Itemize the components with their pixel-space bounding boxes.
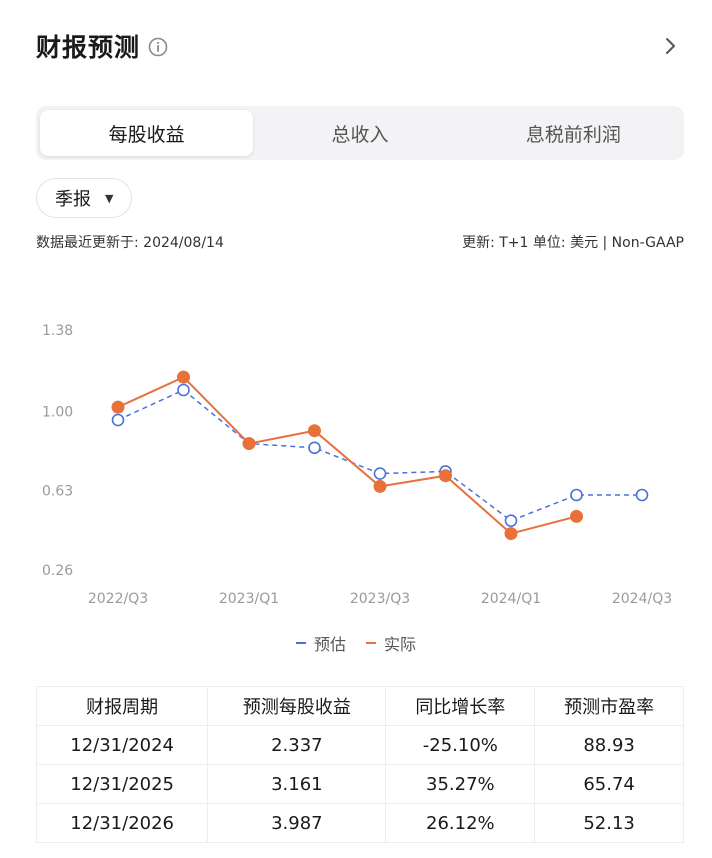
y-tick-label: 0.26 <box>42 563 73 579</box>
actual-point <box>504 527 518 541</box>
forecast-table: 财报周期 预测每股收益 同比增长率 预测市盈率 12/31/2024 2.337… <box>35 686 684 843</box>
x-tick-label: 2024/Q1 <box>481 591 541 607</box>
actual-point <box>373 479 387 493</box>
table-row: 12/31/2024 2.337 -25.10% 88.93 <box>35 725 684 765</box>
legend-actual-label: 实际 <box>384 635 417 654</box>
tab-eps[interactable]: 每股收益 <box>40 110 254 156</box>
y-tick-label: 1.00 <box>42 404 73 420</box>
legend-forecast-label: 预估 <box>313 635 346 654</box>
forecast-point <box>504 514 518 528</box>
actual-point <box>439 469 452 483</box>
cell-pe: 88.93 <box>534 725 684 765</box>
actual-point <box>308 424 321 438</box>
table-row: 12/31/2025 3.161 35.27% 65.74 <box>35 764 684 804</box>
period-select-label: 季报 <box>55 189 91 210</box>
tab-revenue[interactable]: 总收入 <box>331 123 389 146</box>
metric-tabs: 每股收益 总收入 息税前利润 <box>36 106 684 160</box>
eps-line-chart: 1.38 1.00 0.63 0.26 2022/Q3 2023/Q1 2023/Q3 202… <box>42 323 672 607</box>
header: 财报预测 <box>36 24 684 68</box>
actual-series-line <box>117 375 577 535</box>
caret-down-icon: ▼ <box>105 191 114 205</box>
actual-point <box>242 437 256 451</box>
x-tick-label: 2023/Q3 <box>350 591 410 607</box>
actual-point <box>111 400 125 414</box>
cell-pe: 65.74 <box>534 764 684 804</box>
table-header-row: 财报周期 预测每股收益 同比增长率 预测市盈率 <box>35 686 684 726</box>
cell-pe: 52.13 <box>534 803 684 843</box>
x-tick-label: 2023/Q1 <box>219 591 279 607</box>
cell-growth: -25.10% <box>385 725 536 765</box>
y-tick-label: 1.38 <box>42 323 73 339</box>
tab-ebit[interactable]: 息税前利润 <box>525 123 621 146</box>
forecast-series-line <box>117 389 642 522</box>
cell-growth: 26.12% <box>385 803 536 843</box>
cell-eps: 3.161 <box>207 764 387 804</box>
cell-period: 12/31/2024 <box>35 725 209 765</box>
chevron-right-icon[interactable] <box>656 32 684 60</box>
forecast-point <box>111 413 125 427</box>
x-tick-label: 2024/Q3 <box>612 591 672 607</box>
forecast-point <box>177 383 190 397</box>
legend-actual-marker <box>366 642 376 644</box>
cell-eps: 3.987 <box>207 803 387 843</box>
table-row: 12/31/2026 3.987 26.12% 52.13 <box>35 803 684 843</box>
legend-forecast-marker <box>295 642 306 644</box>
x-tick-label: 2022/Q3 <box>88 591 148 607</box>
last-updated-text: 数据最近更新于: 2024/08/14 <box>36 235 224 251</box>
cell-growth: 35.27% <box>385 764 536 804</box>
cell-eps: 2.337 <box>207 725 387 765</box>
actual-point <box>570 509 583 523</box>
actual-point <box>177 370 190 384</box>
col-header-eps: 预测每股收益 <box>207 686 387 726</box>
col-header-growth: 同比增长率 <box>385 686 536 726</box>
col-header-period: 财报周期 <box>35 686 209 726</box>
forecast-point <box>308 441 321 455</box>
info-circle-icon[interactable] <box>148 37 168 57</box>
update-info: 数据最近更新于: 2024/08/14 更新: T+1 单位: 美元 | Non… <box>36 232 684 252</box>
page-title: 财报预测 <box>36 33 141 62</box>
unit-info-text: 更新: T+1 单位: 美元 | Non-GAAP <box>462 235 684 251</box>
forecast-point <box>635 488 649 502</box>
y-tick-label: 0.63 <box>42 484 73 500</box>
period-select[interactable]: 季报 ▼ <box>36 178 133 218</box>
forecast-point <box>373 467 387 480</box>
chart-legend: 预估 实际 <box>0 632 712 654</box>
legend-actual[interactable]: 实际 <box>366 631 416 655</box>
cell-period: 12/31/2025 <box>35 764 209 804</box>
cell-period: 12/31/2026 <box>35 803 209 843</box>
forecast-point <box>570 488 583 502</box>
col-header-pe: 预测市盈率 <box>534 686 684 726</box>
legend-forecast[interactable]: 预估 <box>295 631 346 655</box>
